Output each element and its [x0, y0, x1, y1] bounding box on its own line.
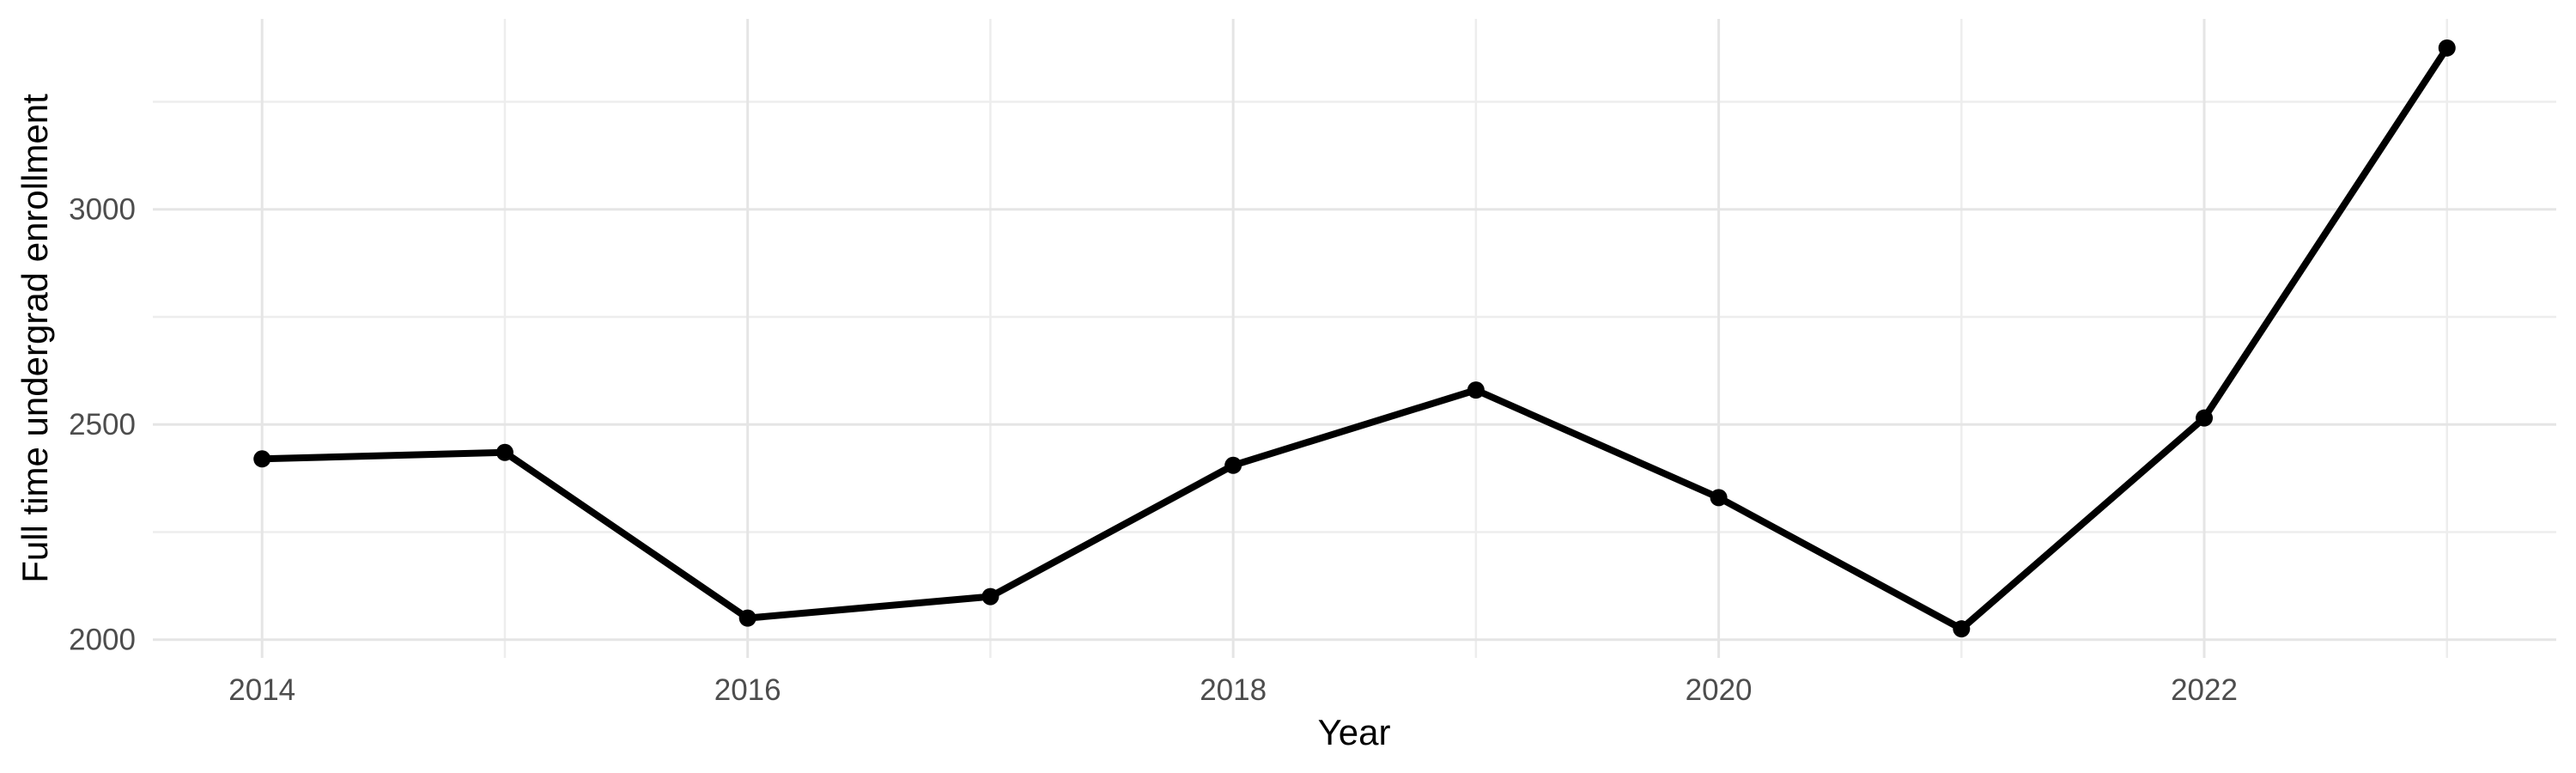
data-point-2020: [1710, 489, 1728, 507]
data-point-2023: [2438, 39, 2456, 57]
y-axis-title: Full time undergrad enrollment: [15, 94, 55, 583]
x-tick-label-2020: 2020: [1686, 673, 1753, 707]
x-tick-label-2016: 2016: [714, 673, 781, 707]
y-tick-label-3000: 3000: [69, 193, 136, 227]
x-axis-tick-labels: 2014 2016 2018 2020 2022: [228, 673, 2238, 707]
data-point-2016: [738, 609, 756, 627]
data-series: [262, 46, 2451, 633]
data-point-2022: [2196, 409, 2214, 427]
data-point-2021: [1953, 620, 1971, 638]
y-axis-tick-labels: 2000 2500 3000: [69, 193, 136, 657]
x-axis-title: Year: [1318, 712, 1391, 752]
gridlines-minor: [153, 19, 2556, 658]
enrollment-line: [262, 46, 2451, 633]
x-tick-label-2018: 2018: [1200, 673, 1267, 707]
y-tick-label-2000: 2000: [69, 624, 136, 657]
y-tick-label-2500: 2500: [69, 408, 136, 441]
data-points: [253, 39, 2456, 638]
gridlines-major: [153, 19, 2556, 658]
data-point-2018: [1224, 456, 1242, 474]
data-point-2017: [981, 587, 999, 606]
x-tick-label-2014: 2014: [228, 673, 295, 707]
data-point-2019: [1467, 381, 1485, 399]
data-point-2014: [253, 450, 271, 468]
data-point-2015: [495, 443, 513, 461]
x-tick-label-2022: 2022: [2171, 673, 2238, 707]
